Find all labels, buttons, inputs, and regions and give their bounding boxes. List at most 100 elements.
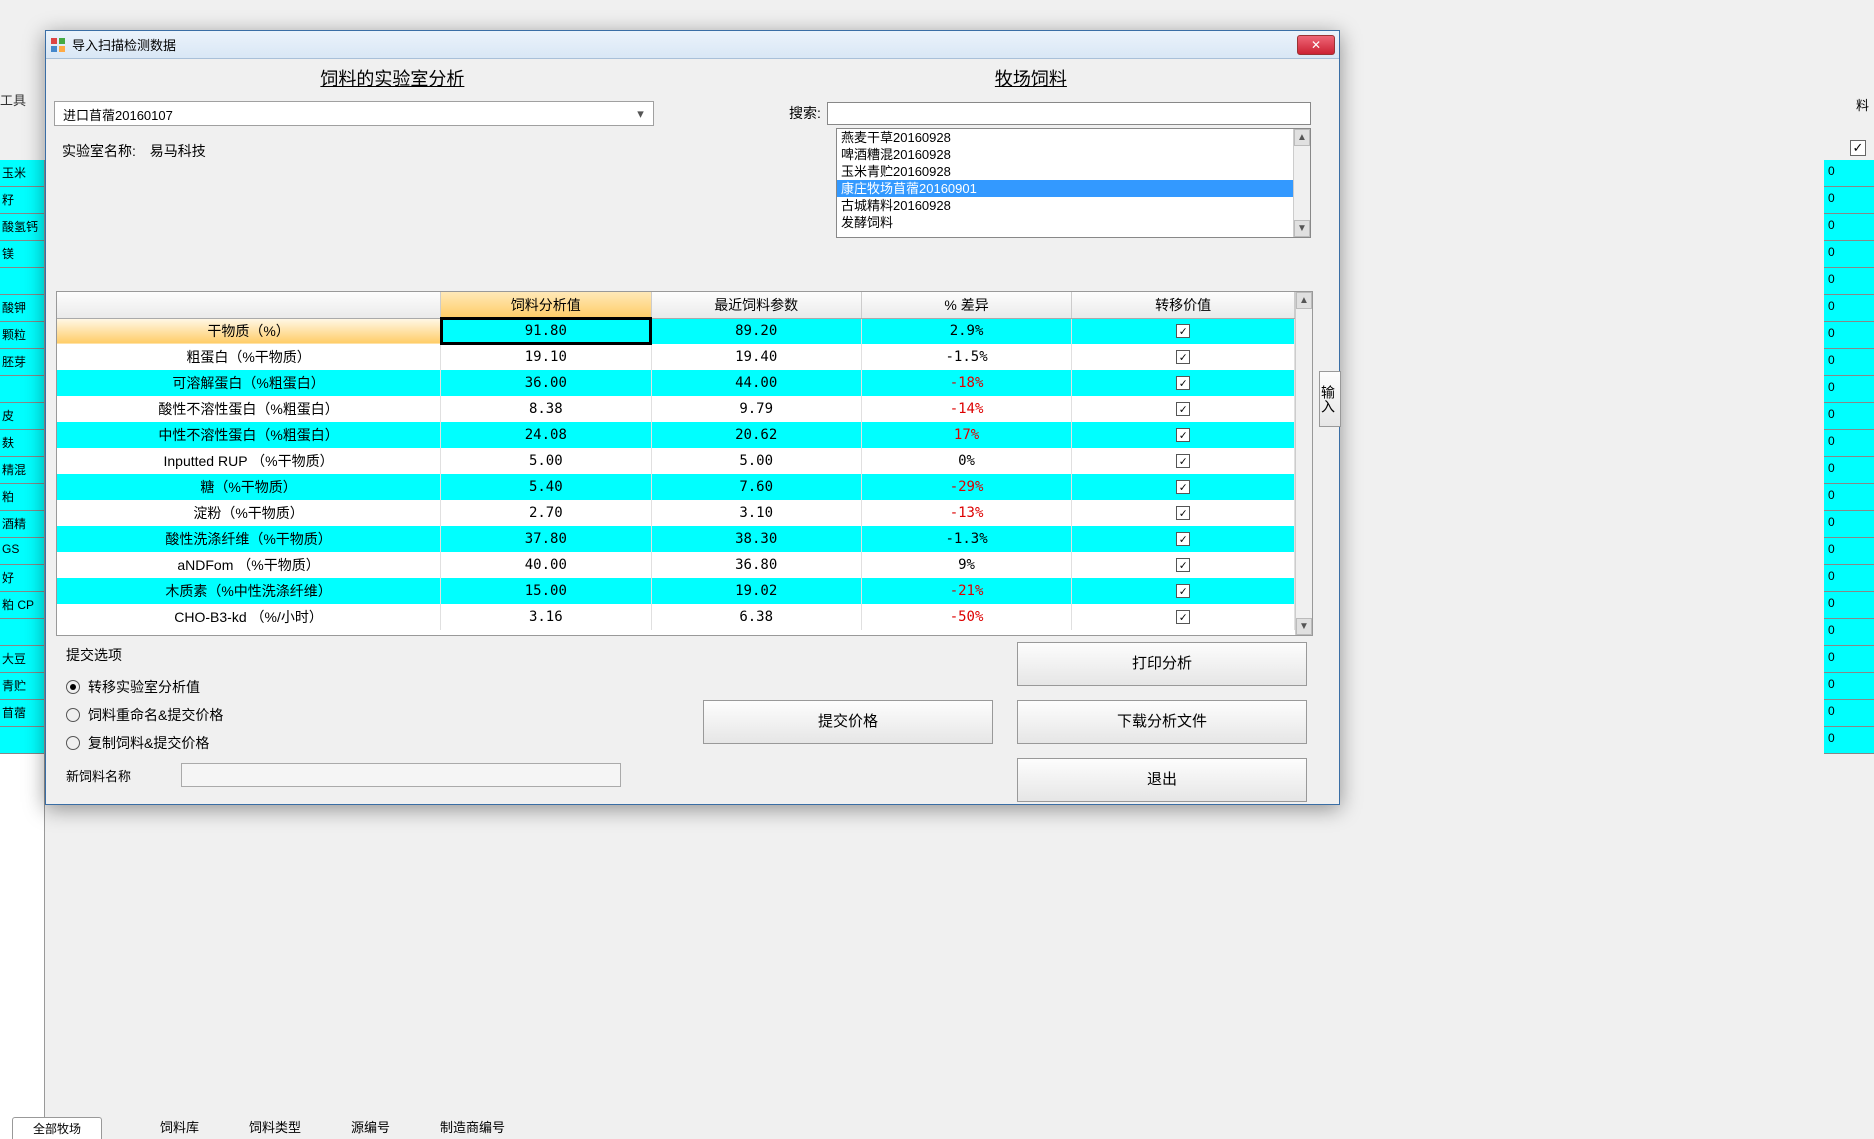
bg-left-item[interactable]: GS	[0, 538, 44, 565]
submit-options: 提交选项 转移实验室分析值 饲料重命名&提交价格 复制饲料&提交价格 新饲料名称	[66, 645, 686, 787]
bg-left-item[interactable]: 颗粒	[0, 322, 44, 349]
listbox-item[interactable]: 玉米青贮20160928	[837, 163, 1310, 180]
cell-diff: 0%	[861, 448, 1071, 474]
radio-rename-submit[interactable]: 饲料重命名&提交价格	[66, 705, 686, 725]
transfer-checkbox[interactable]: ✓	[1176, 454, 1190, 468]
table-header[interactable]: 最近饲料参数	[651, 292, 861, 318]
radio-icon	[66, 736, 80, 750]
table-header[interactable]: 转移价值	[1072, 292, 1295, 318]
bg-left-item[interactable]: 皮	[0, 403, 44, 430]
listbox-item[interactable]: 啤酒糟混20160928	[837, 146, 1310, 163]
scroll-up-icon[interactable]: ▲	[1294, 129, 1310, 146]
bg-left-item[interactable]: 好	[0, 565, 44, 592]
table-scrollbar[interactable]: ▲ ▼	[1295, 292, 1312, 635]
listbox-item[interactable]: 古城精料20160928	[837, 197, 1310, 214]
table-row[interactable]: 可溶解蛋白（%粗蛋白）36.0044.00-18%✓	[57, 370, 1295, 396]
farm-feed-listbox[interactable]: 燕麦干草20160928啤酒糟混20160928玉米青贮20160928康庄牧场…	[836, 128, 1311, 238]
transfer-checkbox[interactable]: ✓	[1176, 350, 1190, 364]
cell-analysis-value[interactable]: 37.80	[441, 526, 651, 552]
bg-left-item[interactable]: 镁	[0, 241, 44, 268]
transfer-checkbox[interactable]: ✓	[1176, 506, 1190, 520]
feed-dropdown[interactable]: 进口苜蓿20160107 ▾	[54, 101, 654, 126]
bg-left-item[interactable]: 粕 CP	[0, 592, 44, 619]
bg-left-item[interactable]	[0, 268, 44, 295]
cell-analysis-value[interactable]: 91.80	[441, 318, 651, 344]
submit-options-title: 提交选项	[66, 645, 686, 665]
listbox-item[interactable]: 康庄牧场苜蓿20160901	[837, 180, 1310, 197]
bg-left-item[interactable]: 玉米	[0, 160, 44, 187]
bg-left-item[interactable]: 籽	[0, 187, 44, 214]
cell-analysis-value[interactable]: 2.70	[441, 500, 651, 526]
row-label: 酸性不溶性蛋白（%粗蛋白）	[57, 396, 441, 422]
table-row[interactable]: 中性不溶性蛋白（%粗蛋白）24.0820.6217%✓	[57, 422, 1295, 448]
bg-left-item[interactable]: 酸氢钙	[0, 214, 44, 241]
listbox-item[interactable]: 发酵饲料	[837, 214, 1310, 231]
table-header[interactable]: 饲料分析值	[441, 292, 651, 318]
exit-button[interactable]: 退出	[1017, 758, 1307, 802]
new-name-input[interactable]	[181, 763, 621, 787]
listbox-item[interactable]: 燕麦干草20160928	[837, 129, 1310, 146]
cell-analysis-value[interactable]: 19.10	[441, 344, 651, 370]
transfer-checkbox[interactable]: ✓	[1176, 532, 1190, 546]
close-button[interactable]: ✕	[1297, 35, 1335, 55]
transfer-checkbox[interactable]: ✓	[1176, 584, 1190, 598]
cell-analysis-value[interactable]: 40.00	[441, 552, 651, 578]
bg-right-item: 0	[1824, 268, 1874, 295]
bg-left-item[interactable]: 苜蓿	[0, 700, 44, 727]
cell-analysis-value[interactable]: 5.00	[441, 448, 651, 474]
table-row[interactable]: 淀粉（%干物质）2.703.10-13%✓	[57, 500, 1295, 526]
transfer-checkbox[interactable]: ✓	[1176, 480, 1190, 494]
search-input[interactable]	[827, 102, 1311, 125]
table-row[interactable]: 酸性洗涤纤维（%干物质）37.8038.30-1.3%✓	[57, 526, 1295, 552]
table-row[interactable]: 酸性不溶性蛋白（%粗蛋白）8.389.79-14%✓	[57, 396, 1295, 422]
table-header[interactable]: % 差异	[861, 292, 1071, 318]
cell-diff: 9%	[861, 552, 1071, 578]
download-button[interactable]: 下载分析文件	[1017, 700, 1307, 744]
input-side-button[interactable]: 输入	[1319, 371, 1341, 427]
bg-left-item[interactable]: 精混	[0, 457, 44, 484]
bg-left-item[interactable]: 青贮	[0, 673, 44, 700]
print-button[interactable]: 打印分析	[1017, 642, 1307, 686]
cell-analysis-value[interactable]: 5.40	[441, 474, 651, 500]
listbox-scrollbar[interactable]: ▲ ▼	[1293, 129, 1310, 237]
bg-left-item[interactable]: 麸	[0, 430, 44, 457]
bg-left-item[interactable]	[0, 727, 44, 754]
table-header[interactable]	[57, 292, 441, 318]
bg-left-item[interactable]: 酸钾	[0, 295, 44, 322]
transfer-checkbox[interactable]: ✓	[1176, 402, 1190, 416]
cell-analysis-value[interactable]: 24.08	[441, 422, 651, 448]
table-row[interactable]: 干物质（%）91.8089.202.9%✓	[57, 318, 1295, 344]
bg-tab[interactable]: 全部牧场	[12, 1117, 102, 1139]
bg-checkbox[interactable]: ✓	[1850, 140, 1866, 156]
bg-left-item[interactable]	[0, 619, 44, 646]
table-row[interactable]: CHO-B3-kd （%/小时）3.166.38-50%✓	[57, 604, 1295, 630]
transfer-checkbox[interactable]: ✓	[1176, 324, 1190, 338]
transfer-checkbox[interactable]: ✓	[1176, 558, 1190, 572]
cell-diff: -1.3%	[861, 526, 1071, 552]
table-row[interactable]: aNDFom （%干物质）40.0036.809%✓	[57, 552, 1295, 578]
radio-transfer-values[interactable]: 转移实验室分析值	[66, 677, 686, 697]
bg-left-item[interactable]: 酒精	[0, 511, 44, 538]
table-row[interactable]: 粗蛋白（%干物质）19.1019.40-1.5%✓	[57, 344, 1295, 370]
bg-left-item[interactable]: 胚芽	[0, 349, 44, 376]
cell-transfer: ✓	[1072, 526, 1295, 552]
table-row[interactable]: 木质素（%中性洗涤纤维）15.0019.02-21%✓	[57, 578, 1295, 604]
cell-analysis-value[interactable]: 15.00	[441, 578, 651, 604]
transfer-checkbox[interactable]: ✓	[1176, 428, 1190, 442]
scroll-down-icon[interactable]: ▼	[1296, 618, 1312, 635]
table-row[interactable]: Inputted RUP （%干物质）5.005.000%✓	[57, 448, 1295, 474]
transfer-checkbox[interactable]: ✓	[1176, 610, 1190, 624]
table-row[interactable]: 糖（%干物质）5.407.60-29%✓	[57, 474, 1295, 500]
cell-analysis-value[interactable]: 3.16	[441, 604, 651, 630]
app-icon	[50, 37, 66, 53]
bg-left-item[interactable]: 大豆	[0, 646, 44, 673]
scroll-down-icon[interactable]: ▼	[1294, 220, 1310, 237]
bg-left-item[interactable]	[0, 376, 44, 403]
cell-analysis-value[interactable]: 8.38	[441, 396, 651, 422]
transfer-checkbox[interactable]: ✓	[1176, 376, 1190, 390]
bg-left-item[interactable]: 粕	[0, 484, 44, 511]
cell-analysis-value[interactable]: 36.00	[441, 370, 651, 396]
radio-copy-submit[interactable]: 复制饲料&提交价格	[66, 733, 686, 753]
scroll-up-icon[interactable]: ▲	[1296, 292, 1312, 309]
submit-price-button[interactable]: 提交价格	[703, 700, 993, 744]
